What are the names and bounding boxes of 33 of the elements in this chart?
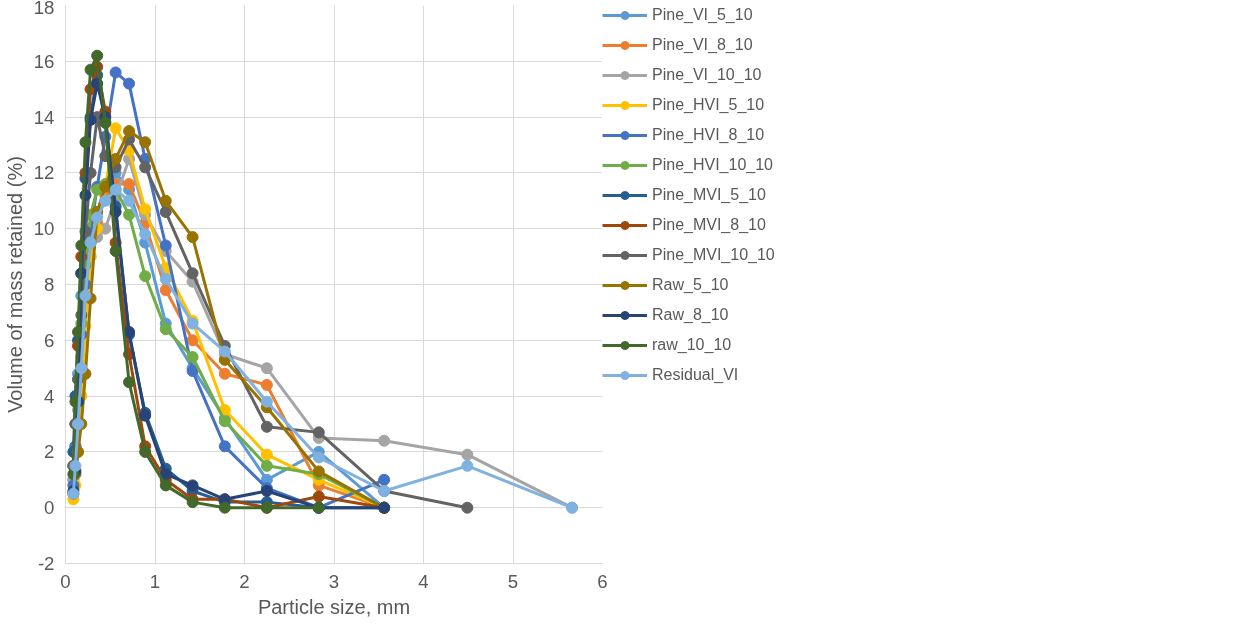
legend-label: Pine_VI_10_10 [652, 66, 762, 84]
x-tick-label: 6 [597, 570, 608, 592]
y-tick-label: 12 [33, 162, 55, 184]
y-tick-label: 18 [33, 0, 55, 18]
legend-label: Pine_MVI_10_10 [652, 246, 775, 264]
x-tick-label: 1 [149, 570, 161, 592]
y-tick-label: 16 [33, 50, 55, 72]
legend-label: raw_10_10 [652, 336, 732, 354]
x-tick-label: 5 [507, 570, 519, 592]
x-tick-label: 2 [239, 570, 250, 592]
legend-label: Raw_5_10 [652, 276, 729, 294]
y-tick-label: -2 [37, 553, 55, 574]
legend-label: Pine_HVI_5_10 [652, 96, 765, 114]
legend-label: Raw_8_10 [652, 306, 729, 324]
y-tick-label: 2 [44, 441, 55, 463]
y-tick-label: 14 [33, 106, 55, 128]
x-tick-label: 0 [60, 570, 71, 592]
y-tick-label: 0 [44, 497, 55, 519]
y-axis-title: Volume of mass retained (%) [3, 156, 26, 413]
legend-label: Pine_VI_5_10 [652, 6, 753, 24]
x-axis-title: Particle size, mm [257, 595, 411, 618]
y-tick-label: 8 [44, 274, 55, 295]
legend-label: Pine_MVI_5_10 [652, 186, 766, 204]
legend-label: Pine_MVI_8_10 [652, 216, 766, 234]
y-tick-label: 4 [44, 385, 55, 407]
x-tick-label: 4 [418, 570, 429, 592]
legend-label: Pine_VI_8_10 [652, 36, 753, 54]
y-tick-label: 6 [44, 329, 55, 351]
legend-label: Pine_HVI_8_10 [652, 126, 765, 144]
legend-label: Pine_HVI_10_10 [652, 156, 773, 174]
y-tick-label: 10 [33, 218, 55, 240]
x-tick-label: 3 [328, 570, 340, 592]
legend-label: Residual_VI [652, 366, 739, 384]
